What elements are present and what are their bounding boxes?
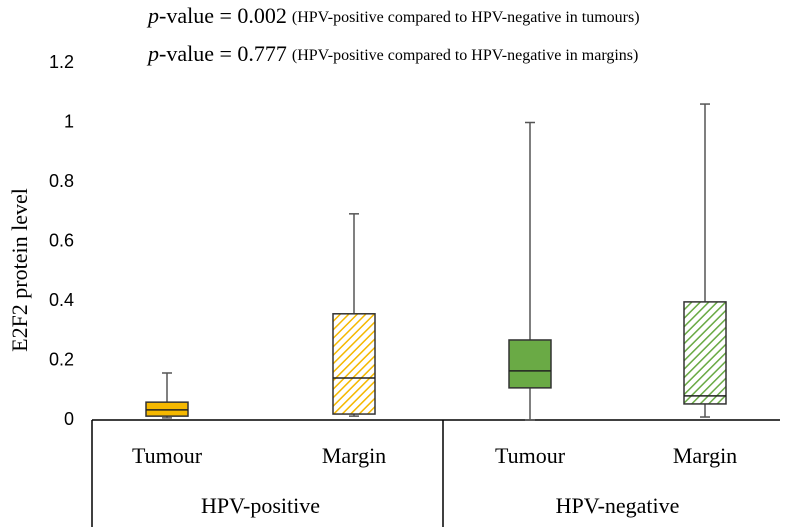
group-label: HPV-positive bbox=[201, 493, 320, 518]
annotation-symbol: p bbox=[146, 41, 159, 66]
group-label: HPV-negative bbox=[556, 493, 680, 518]
x-tick-label: Tumour bbox=[132, 443, 203, 468]
annotation: p-value = 0.777 (HPV-positive compared to… bbox=[146, 41, 638, 66]
x-tick-label: Margin bbox=[322, 443, 386, 468]
x-tick-label: Margin bbox=[673, 443, 737, 468]
box bbox=[332, 313, 376, 415]
y-axis-label: E2F2 protein level bbox=[7, 188, 32, 352]
y-tick-label: 0.2 bbox=[49, 349, 74, 369]
annotation-symbol: p bbox=[146, 3, 159, 28]
y-tick-label: 0.4 bbox=[49, 290, 74, 310]
annotation: p-value = 0.002 (HPV-positive compared to… bbox=[146, 3, 640, 28]
box bbox=[508, 339, 552, 389]
y-tick-label: 0.8 bbox=[49, 171, 74, 191]
x-tick-label: Tumour bbox=[495, 443, 566, 468]
y-tick-label: 0.6 bbox=[49, 230, 74, 250]
box bbox=[683, 301, 727, 405]
y-tick-label: 0 bbox=[64, 409, 74, 429]
annotation-text: -value = 0.002 bbox=[159, 3, 287, 28]
annotation-detail: (HPV-positive compared to HPV-negative i… bbox=[292, 9, 640, 26]
y-tick-label: 1 bbox=[64, 111, 74, 131]
annotation-text: -value = 0.777 bbox=[159, 41, 287, 66]
annotation-detail: (HPV-positive compared to HPV-negative i… bbox=[292, 47, 638, 64]
y-tick-label: 1.2 bbox=[49, 52, 74, 72]
